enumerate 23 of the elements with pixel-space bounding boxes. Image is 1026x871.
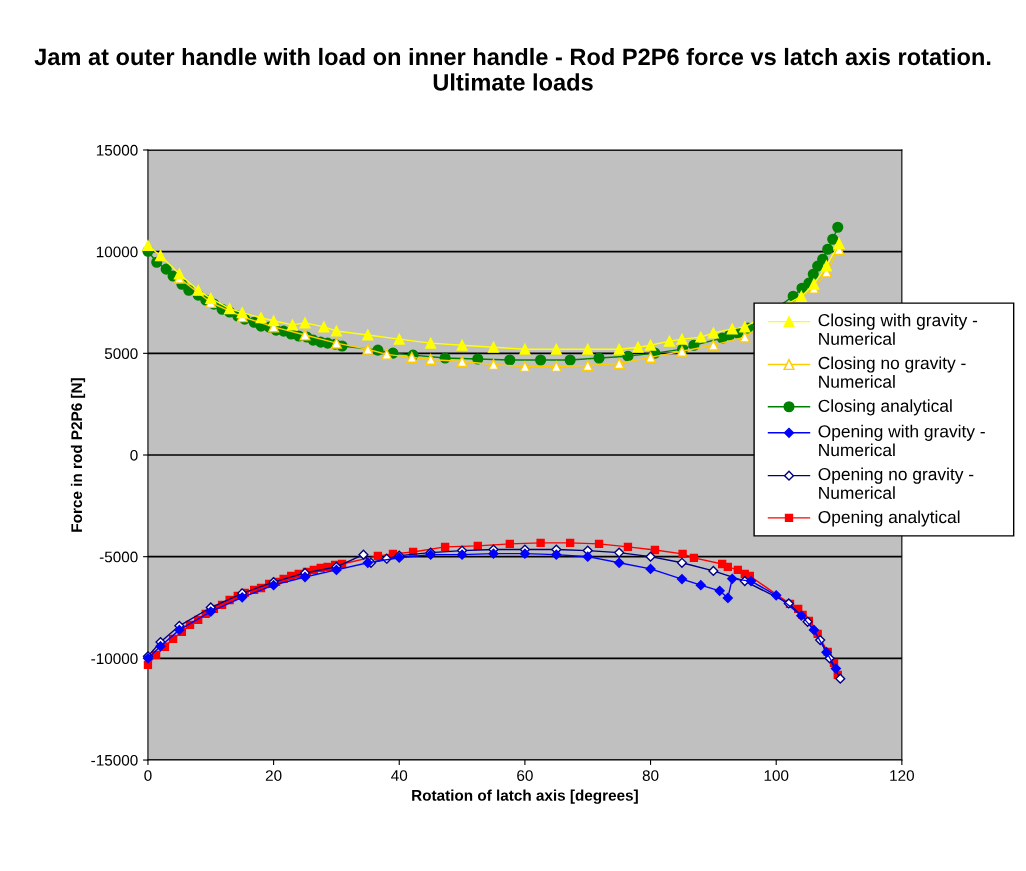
y-axis-title: Force in rod P2P6 [N] <box>70 378 86 532</box>
legend-label: Closing analytical <box>818 399 952 416</box>
y-tick-label: -15000 <box>91 754 138 766</box>
y-tick-label: 15000 <box>96 144 138 156</box>
legend-label: Closing with gravity - Numerical <box>818 313 978 346</box>
chart-title: Jam at outer handle with load on inner handle - Rod P2P6 force vs latch axis rotation. Ultimate loads <box>34 47 991 91</box>
y-tick-label: -10000 <box>91 653 138 665</box>
x-tick-label: 60 <box>517 770 533 781</box>
y-tick-label: 10000 <box>96 246 138 258</box>
x-tick-label: 40 <box>391 770 408 781</box>
legend-label: Closing no gravity - Numerical <box>818 356 966 388</box>
x-tick-label: 80 <box>642 770 659 781</box>
x-tick-label: 20 <box>265 770 282 781</box>
y-tick-label: 5000 <box>104 348 138 360</box>
y-tick-label: -5000 <box>99 551 138 563</box>
y-tick-label: 0 <box>130 449 138 461</box>
legend-label: Opening no gravity - Numerical <box>818 467 974 500</box>
legend-label: Opening analytical <box>818 510 960 527</box>
x-tick-label: 0 <box>144 770 152 781</box>
x-axis-title: Rotation of latch axis [degrees] <box>412 789 638 804</box>
x-tick-label: 120 <box>890 770 914 781</box>
legend-label: Opening with gravity - Numerical <box>818 424 985 457</box>
x-tick-label: 100 <box>764 770 789 781</box>
